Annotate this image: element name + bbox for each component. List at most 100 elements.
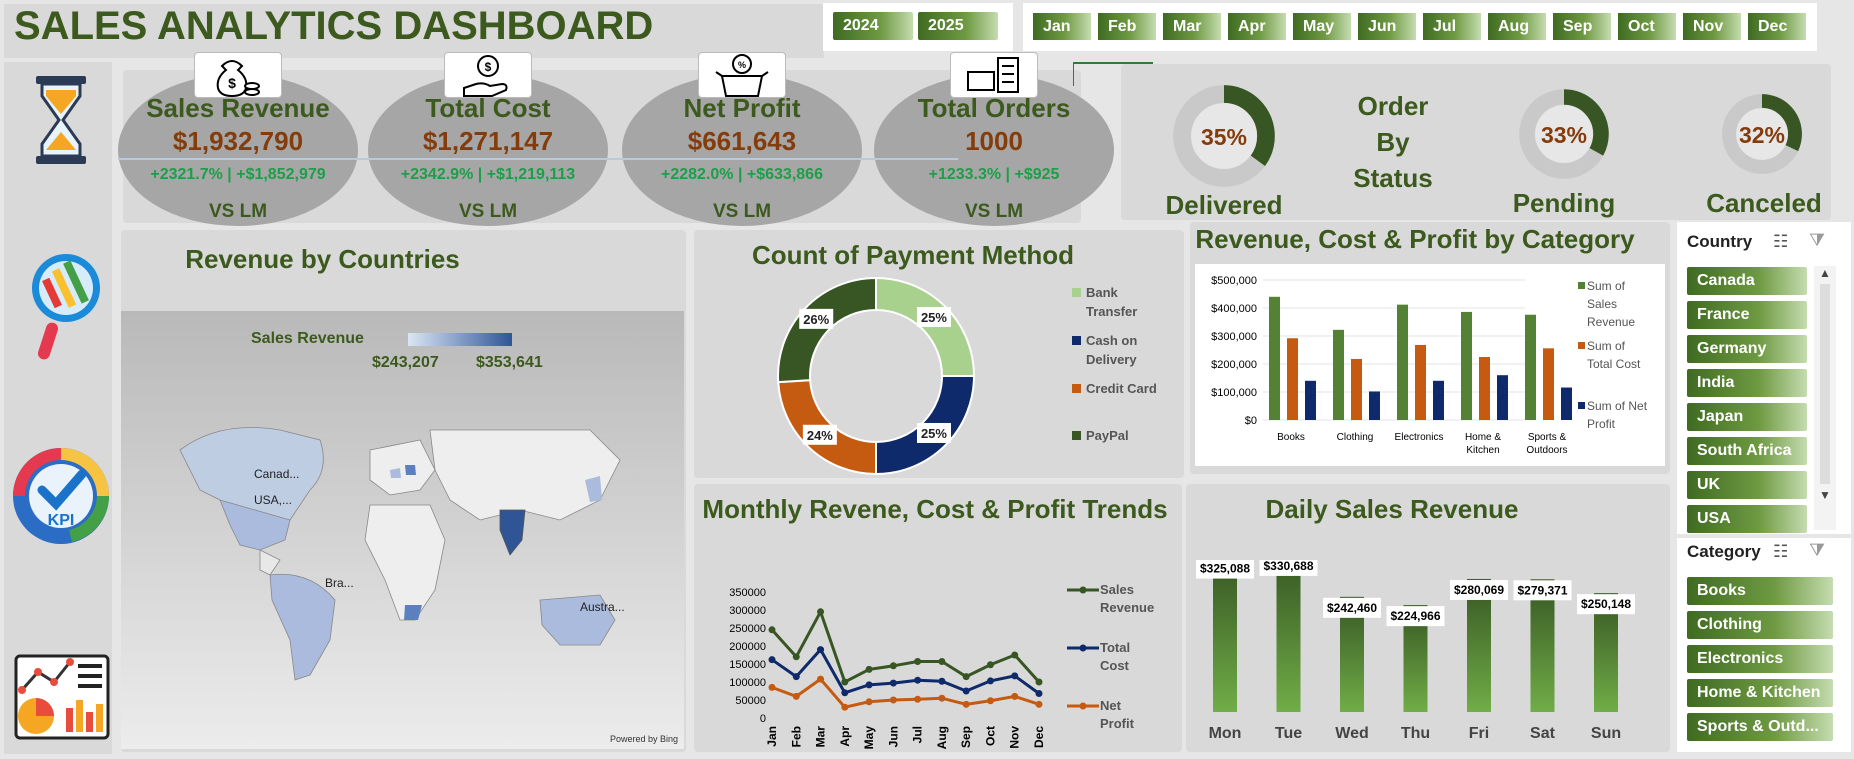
kpi-title: Sales Revenue <box>146 93 330 123</box>
month-may-button[interactable]: May <box>1293 13 1351 40</box>
category-legend-line3: Revenue <box>1587 315 1635 329</box>
order-status-title-line3: Status <box>1353 163 1433 193</box>
country-scrollbar[interactable]: ▲ ▼ <box>1814 266 1836 530</box>
month-jun-button[interactable]: Jun <box>1358 13 1416 40</box>
monthly-legend-dot <box>1079 702 1087 710</box>
clear-filter-icon[interactable]: ⧩ <box>1809 540 1826 560</box>
monthly-point <box>768 656 776 664</box>
monthly-point <box>1035 690 1043 698</box>
category-bar <box>1415 344 1426 420</box>
map-credit: Powered by Bing <box>610 734 679 744</box>
monthly-x-tick: Mar <box>814 726 828 748</box>
scroll-down-icon[interactable]: ▼ <box>1819 488 1831 502</box>
daily-value-label: $224,966 <box>1390 609 1440 623</box>
month-mar-button[interactable]: Mar <box>1163 13 1221 40</box>
country-south-africa-button[interactable]: South Africa <box>1687 437 1807 465</box>
multi-select-icon[interactable]: ☷ <box>1773 542 1789 561</box>
order-status-donuts: 35% Delivered 33% Pending 32% Canceled <box>1165 85 1822 220</box>
category-legend-line1: Sum of Net <box>1587 399 1648 413</box>
scroll-thumb[interactable] <box>1820 284 1830 484</box>
multi-select-icon[interactable]: ☷ <box>1773 232 1789 251</box>
status-ring-inner <box>1535 105 1593 163</box>
country-uk-button[interactable]: UK <box>1687 471 1807 499</box>
category-bar <box>1461 311 1472 420</box>
category-x-tick-line1: Home & <box>1465 432 1501 443</box>
status-pct: 35% <box>1201 124 1247 150</box>
payment-pct-label: 25% <box>921 426 947 441</box>
month-nov-button[interactable]: Nov <box>1683 13 1741 40</box>
month-jan-button[interactable]: Jan <box>1033 13 1091 40</box>
payment-legend-label-2: Delivery <box>1086 352 1137 367</box>
monthly-point <box>986 677 994 685</box>
scroll-up-icon[interactable]: ▲ <box>1819 266 1831 280</box>
category-y-tick: $400,000 <box>1211 303 1257 315</box>
category-2-button[interactable]: Electronics <box>1687 645 1833 673</box>
kpi-card-3 <box>874 74 1114 226</box>
kpi-value: 1000 <box>965 126 1023 156</box>
left-sidebar <box>4 62 112 754</box>
daily-label-box <box>1577 594 1635 615</box>
daily-bar <box>1213 560 1237 712</box>
payment-legend-swatch <box>1072 336 1081 345</box>
kpi-delta: +1233.3% | +$925 <box>928 166 1060 183</box>
month-jul-button[interactable]: Jul <box>1423 13 1481 40</box>
hand-coin-icon: $ <box>444 52 532 98</box>
monthly-panel <box>694 484 1182 752</box>
daily-x-tick: Mon <box>1209 725 1242 742</box>
year-2024-button[interactable]: 2024 <box>833 12 913 40</box>
country-france-button[interactable]: France <box>1687 301 1807 329</box>
country-usa-button[interactable]: USA <box>1687 505 1807 533</box>
month-oct-button[interactable]: Oct <box>1618 13 1676 40</box>
map-legend-gradient <box>408 333 512 346</box>
analytics-magnifier-icon <box>32 254 100 360</box>
hourglass-icon <box>36 76 86 164</box>
monthly-point <box>889 662 897 670</box>
payment-legend-label-2: Transfer <box>1086 304 1137 319</box>
daily-bar-chart: $325,088 Mon $330,688 Tue $242,460 Wed $224,96… <box>1196 560 1635 742</box>
category-bar <box>1287 338 1298 420</box>
category-title: Revenue, Cost & Profit by Category <box>1195 224 1635 254</box>
daily-x-tick: Tue <box>1275 725 1302 742</box>
header-bar <box>4 4 824 58</box>
monthly-point <box>865 698 873 706</box>
monthly-point <box>841 703 849 711</box>
month-aug-button[interactable]: Aug <box>1488 13 1546 40</box>
svg-text:%: % <box>738 60 746 70</box>
status-ring-value <box>1519 89 1609 179</box>
month-feb-button[interactable]: Feb <box>1098 13 1156 40</box>
kpi-delta: +2321.7% | +$1,852,979 <box>150 166 326 183</box>
category-4-button[interactable]: Sports & Outd... <box>1687 713 1833 741</box>
payment-pct-label: 25% <box>921 310 947 325</box>
category-bar <box>1397 304 1408 420</box>
country-slicer-title: Country <box>1687 232 1753 251</box>
payment-title: Count of Payment Method <box>751 240 1075 270</box>
status-pct: 33% <box>1541 122 1587 148</box>
country-canada-button[interactable]: Canada <box>1687 267 1807 295</box>
status-label: Canceled <box>1706 188 1822 218</box>
country-japan-button[interactable]: Japan <box>1687 403 1807 431</box>
year-2025-button[interactable]: 2025 <box>918 12 998 40</box>
country-germany-button[interactable]: Germany <box>1687 335 1807 363</box>
month-dec-button[interactable]: Dec <box>1748 13 1806 40</box>
clear-filter-icon[interactable]: ⧩ <box>1809 230 1826 250</box>
monthly-line-chart: 350000 300000 250000 200000 150000 100000 5000… <box>729 582 1154 749</box>
month-sep-button[interactable]: Sep <box>1553 13 1611 40</box>
category-legend-line2: Total Cost <box>1587 357 1641 371</box>
monthly-y-tick: 350000 <box>729 587 766 599</box>
category-1-button[interactable]: Clothing <box>1687 611 1833 639</box>
category-3-button[interactable]: Home & Kitchen <box>1687 679 1833 707</box>
monthly-x-tick: Dec <box>1032 726 1046 748</box>
daily-bar <box>1467 578 1491 712</box>
category-x-tick-line2: Kitchen <box>1466 445 1499 456</box>
category-0-button[interactable]: Books <box>1687 577 1833 605</box>
category-legend-swatch <box>1578 402 1585 409</box>
monthly-line-1 <box>771 647 1040 695</box>
monthly-point <box>1035 700 1043 708</box>
month-apr-button[interactable]: Apr <box>1228 13 1286 40</box>
report-chart-icon <box>14 654 110 740</box>
country-india-button[interactable]: India <box>1687 369 1807 397</box>
daily-value-label: $330,688 <box>1263 560 1313 573</box>
status-donut-canceled: 32% Canceled <box>1706 94 1822 218</box>
daily-value-label: $279,371 <box>1517 583 1567 597</box>
monthly-x-tick: Nov <box>1008 726 1022 749</box>
